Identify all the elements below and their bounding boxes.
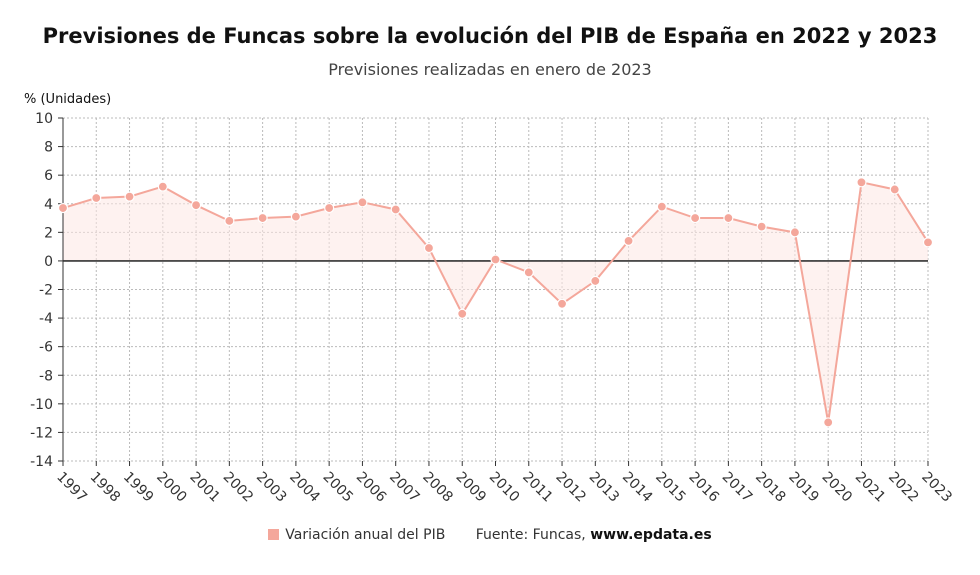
legend-swatch xyxy=(268,529,280,540)
x-tick-label: 2023 xyxy=(918,469,955,506)
data-point-2006[interactable] xyxy=(357,197,368,208)
x-tick-label: 2016 xyxy=(685,469,722,506)
data-point-1998[interactable] xyxy=(91,192,102,204)
x-tick-label: 2020 xyxy=(819,469,856,506)
x-tick-label: 2013 xyxy=(586,469,623,506)
x-tick-label: 2009 xyxy=(453,469,490,506)
data-point-2018[interactable] xyxy=(756,221,767,232)
data-point-2022[interactable] xyxy=(889,184,900,195)
data-point-2019[interactable] xyxy=(789,227,801,238)
x-tick-label: 2005 xyxy=(320,469,357,506)
data-point-2011[interactable] xyxy=(523,267,534,278)
chart-title: Previsiones de Funcas sobre la evolución… xyxy=(42,24,938,48)
data-point-2020[interactable] xyxy=(823,417,834,428)
x-tick-label: 2021 xyxy=(852,469,889,506)
x-tick-label: 2004 xyxy=(286,469,323,506)
data-point-2002[interactable] xyxy=(224,215,235,226)
data-point-2023[interactable] xyxy=(922,237,934,248)
data-point-2010[interactable] xyxy=(490,254,501,265)
data-point-2003[interactable] xyxy=(257,212,268,224)
x-tick-label: 2017 xyxy=(719,469,756,506)
x-tick-label: 2008 xyxy=(419,469,456,506)
x-tick-label: 2002 xyxy=(220,469,257,506)
x-tick-label: 2007 xyxy=(386,469,423,506)
grid-lines xyxy=(62,117,929,462)
source-label: Fuente: Funcas, xyxy=(475,527,586,543)
y-tick-label: 0 xyxy=(44,254,53,270)
x-tick-label: 1997 xyxy=(53,469,90,506)
data-point-2013[interactable] xyxy=(590,275,601,287)
y-tick-label: -10 xyxy=(30,397,53,413)
data-point-2001[interactable] xyxy=(190,200,202,211)
y-tick-label: 6 xyxy=(44,168,53,184)
x-tick-label: 1999 xyxy=(120,469,157,506)
y-tick-label: -2 xyxy=(39,283,53,299)
data-point-2012[interactable] xyxy=(556,298,568,309)
data-point-2009[interactable] xyxy=(457,308,468,319)
x-tick-labels: 1997199819992000200120022003200420052006… xyxy=(53,469,955,506)
data-point-2004[interactable] xyxy=(290,211,301,222)
data-point-2015[interactable] xyxy=(656,201,667,212)
y-tick-label: -4 xyxy=(39,311,53,327)
x-tick-label: 2000 xyxy=(153,469,190,506)
y-tick-label: 10 xyxy=(35,111,53,127)
data-point-1999[interactable] xyxy=(124,191,135,202)
x-tick-label: 2011 xyxy=(519,469,556,506)
data-point-2014[interactable] xyxy=(623,235,634,247)
y-tick-label: -8 xyxy=(39,368,53,384)
x-tick-label: 2010 xyxy=(486,469,523,506)
x-tick-label: 2003 xyxy=(253,469,290,506)
y-tick-label: -6 xyxy=(39,340,53,356)
x-tick-label: 2014 xyxy=(619,469,656,506)
data-point-2017[interactable] xyxy=(723,212,734,224)
data-point-2005[interactable] xyxy=(324,202,335,214)
area-under-line xyxy=(63,182,928,423)
legend-series-label: Variación anual del PIB xyxy=(285,527,446,543)
axes xyxy=(58,117,929,466)
x-tick-label: 1998 xyxy=(87,469,124,506)
data-point-2016[interactable] xyxy=(690,212,701,224)
y-tick-labels: 10 8 6 4 2 0 -2 -4 -6 -8 -10 -12 -14 xyxy=(30,111,53,470)
x-tick-label: 2012 xyxy=(552,469,589,506)
x-tick-label: 2019 xyxy=(785,469,822,506)
area-fill xyxy=(63,182,928,423)
data-point-2021[interactable] xyxy=(856,177,867,188)
source-site: www.epdata.es xyxy=(590,527,712,543)
x-tick-label: 2015 xyxy=(652,469,689,506)
data-point-2007[interactable] xyxy=(390,204,401,215)
y-tick-label: -14 xyxy=(30,454,53,470)
y-tick-label: -12 xyxy=(30,425,53,441)
y-tick-label: 2 xyxy=(44,225,53,241)
x-tick-label: 2001 xyxy=(186,469,223,506)
data-point-1997[interactable] xyxy=(57,202,69,214)
data-points xyxy=(57,177,934,428)
x-tick-label: 2018 xyxy=(752,469,789,506)
y-tick-label: 4 xyxy=(44,197,53,213)
chart-subtitle: Previsiones realizadas en enero de 2023 xyxy=(328,60,652,79)
legend: Variación anual del PIB Fuente: Funcas, … xyxy=(0,527,980,543)
y-axis-label: % (Unidades) xyxy=(24,92,112,107)
data-point-2000[interactable] xyxy=(157,181,168,192)
data-point-2008[interactable] xyxy=(423,242,435,254)
x-tick-label: 2022 xyxy=(885,469,922,506)
x-tick-label: 2006 xyxy=(353,469,390,506)
y-tick-label: 8 xyxy=(44,140,53,156)
